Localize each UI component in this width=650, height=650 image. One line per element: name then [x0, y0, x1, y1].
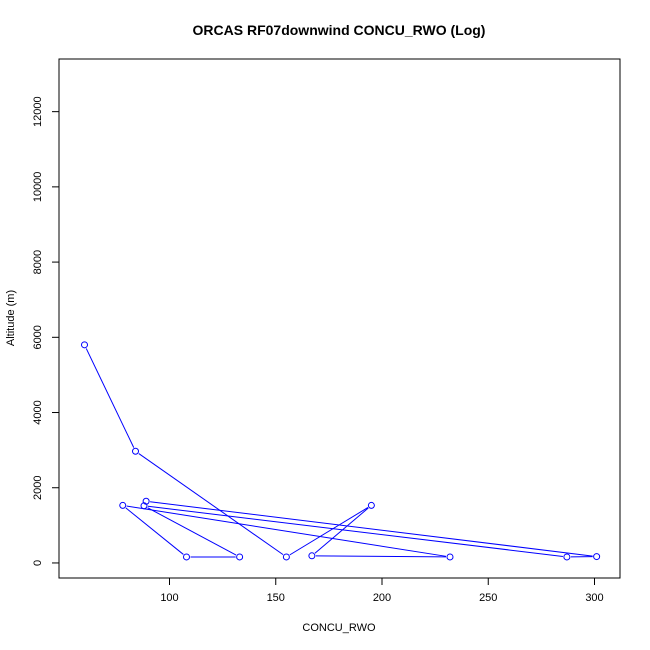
x-tick-label: 100	[160, 592, 178, 604]
series-line-segment	[138, 453, 284, 556]
data-point	[142, 497, 150, 505]
data-point	[593, 553, 601, 561]
chart-title: ORCAS RF07downwind CONCU_RWO (Log)	[193, 22, 486, 38]
series-line-segment	[289, 507, 369, 556]
y-tick-label: 6000	[32, 325, 44, 349]
x-tick-label: 200	[373, 592, 391, 604]
y-tick-label: 2000	[32, 475, 44, 499]
series-line-segment	[126, 505, 447, 557]
series-line-segment	[147, 505, 563, 557]
x-tick-label: 300	[585, 592, 603, 604]
x-tick-label: 250	[479, 592, 497, 604]
y-axis: 0 2000 4000 6000 8000 10000 12000	[32, 96, 60, 566]
data-point	[446, 553, 454, 561]
data-point	[236, 553, 244, 561]
data-layer	[81, 341, 601, 561]
series-line-segment	[314, 507, 369, 554]
y-axis-label: Altitude (m)	[5, 290, 17, 346]
y-tick-label: 10000	[32, 172, 44, 203]
data-point	[183, 553, 190, 561]
data-point	[367, 501, 375, 509]
y-tick-label: 4000	[32, 400, 44, 424]
x-axis: 100 150 200 250 300	[160, 577, 604, 604]
data-point	[282, 553, 290, 561]
series-line-segment	[85, 348, 135, 448]
y-tick-label: 12000	[32, 96, 44, 127]
y-tick-label: 0	[32, 560, 44, 566]
series-line-segment	[147, 507, 237, 556]
y-tick-label: 8000	[32, 250, 44, 274]
series-line-segment	[150, 501, 593, 557]
data-point	[119, 501, 127, 509]
data-point	[308, 552, 316, 560]
data-point	[563, 553, 571, 561]
series-line-segment	[315, 555, 447, 558]
data-point	[132, 447, 139, 455]
data-point	[81, 341, 88, 349]
x-axis-label: CONCU_RWO	[302, 622, 376, 634]
series-line-segment	[125, 507, 184, 555]
x-tick-label: 150	[267, 592, 285, 604]
data-point	[140, 502, 148, 510]
